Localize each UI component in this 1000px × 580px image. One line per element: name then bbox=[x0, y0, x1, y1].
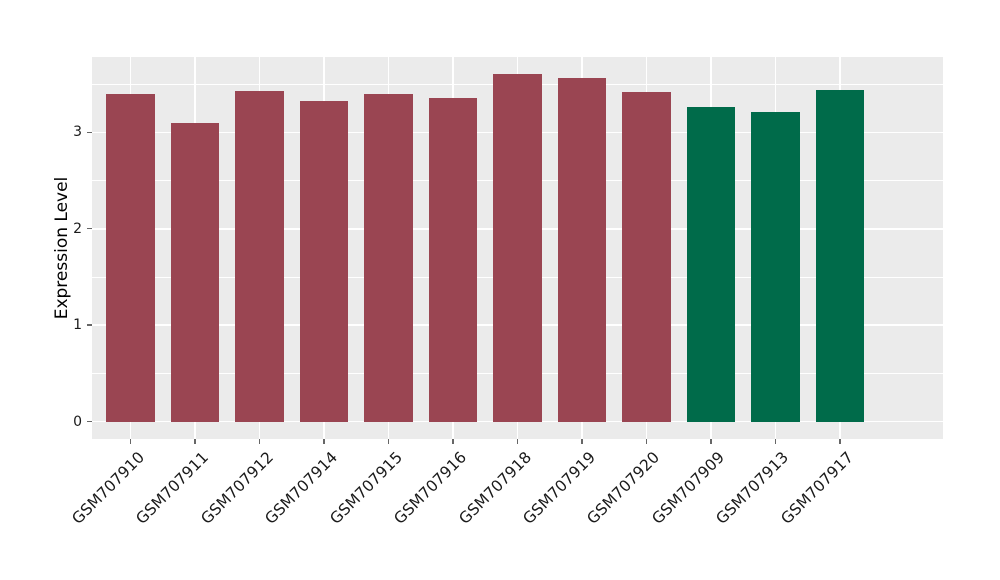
x-tick-mark bbox=[387, 439, 390, 444]
bar-gsm707917 bbox=[815, 89, 865, 422]
chart-panel bbox=[92, 57, 943, 439]
y-tick-label: 0 bbox=[73, 413, 82, 430]
bar-gsm707912 bbox=[235, 90, 284, 422]
x-tick-mark bbox=[710, 439, 712, 444]
y-axis-title: Expression Level bbox=[52, 176, 72, 320]
bar-gsm707920 bbox=[622, 91, 671, 422]
bar-gsm707915 bbox=[364, 93, 413, 422]
x-tick-label: GSM707912 bbox=[197, 448, 277, 528]
x-tick-mark bbox=[323, 439, 325, 444]
x-tick-mark bbox=[516, 439, 519, 444]
x-tick-label: GSM707913 bbox=[712, 448, 793, 528]
x-tick-label: GSM707920 bbox=[583, 448, 664, 528]
x-tick-label: GSM707914 bbox=[261, 448, 342, 528]
x-tick-mark bbox=[645, 439, 648, 444]
y-tick-mark bbox=[86, 324, 92, 326]
bar-gsm707910 bbox=[106, 93, 155, 422]
x-tick-label: GSM707910 bbox=[68, 448, 148, 528]
x-tick-label: GSM707916 bbox=[390, 448, 471, 528]
x-tick-label: GSM707915 bbox=[326, 448, 406, 528]
bar-gsm707911 bbox=[170, 122, 220, 422]
bar-gsm707913 bbox=[751, 111, 800, 422]
y-tick-label: 2 bbox=[73, 220, 82, 237]
bar-gsm707918 bbox=[493, 74, 542, 422]
x-tick-mark bbox=[194, 439, 196, 444]
bar-gsm707909 bbox=[686, 107, 736, 422]
y-tick-mark bbox=[86, 131, 92, 133]
x-tick-label: GSM707911 bbox=[132, 448, 213, 528]
x-tick-mark bbox=[452, 439, 454, 444]
x-tick-mark bbox=[839, 439, 841, 444]
bar-gsm707919 bbox=[557, 78, 607, 422]
bar-gsm707916 bbox=[428, 98, 478, 422]
x-tick-mark bbox=[581, 439, 583, 444]
x-tick-label: GSM707917 bbox=[777, 448, 857, 528]
x-tick-mark bbox=[774, 439, 777, 444]
x-tick-label: GSM707909 bbox=[648, 448, 728, 528]
bar-gsm707914 bbox=[299, 101, 349, 422]
x-tick-mark bbox=[258, 439, 261, 444]
y-tick-mark bbox=[86, 420, 92, 423]
y-tick-label: 3 bbox=[73, 124, 82, 141]
x-tick-label: GSM707918 bbox=[455, 448, 535, 528]
x-tick-label: GSM707919 bbox=[519, 448, 599, 528]
y-tick-mark bbox=[86, 228, 92, 230]
x-tick-mark bbox=[129, 439, 132, 444]
y-tick-label: 1 bbox=[73, 317, 82, 334]
